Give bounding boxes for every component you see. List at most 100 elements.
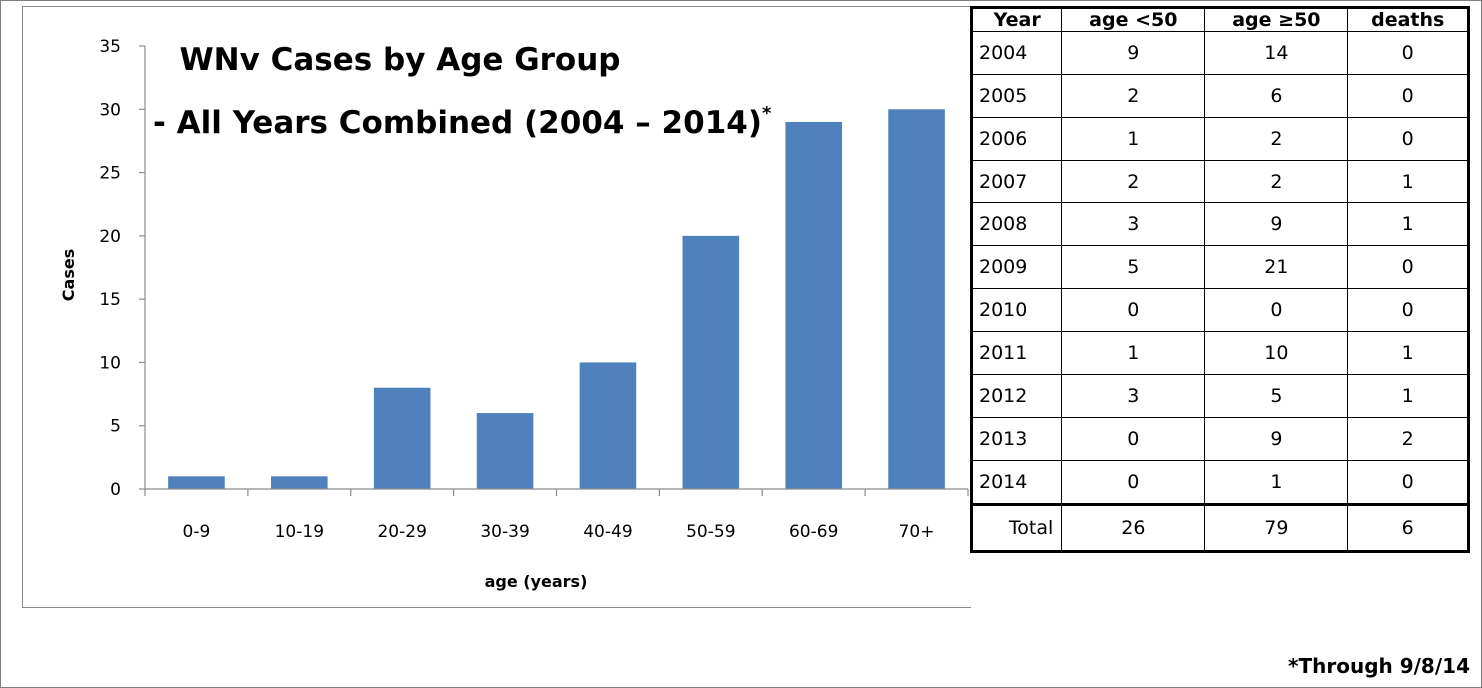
cell-age-50-plus: 2	[1204, 159, 1349, 204]
cell-age-50-plus: 0	[1204, 288, 1349, 333]
bar-70+	[888, 109, 945, 489]
cell-year: 2006	[970, 116, 1063, 161]
cell-year: 2014	[970, 459, 1063, 506]
x-tick-label: 70+	[899, 522, 935, 542]
table-row: 2011 1 10 1	[970, 331, 1469, 375]
cell-deaths: 0	[1347, 459, 1469, 506]
cell-age-50-plus: 21	[1204, 245, 1349, 290]
cell-year: 2012	[970, 373, 1063, 418]
y-tick-label: 30	[99, 100, 121, 120]
total-label: Total	[970, 503, 1063, 552]
header-age-under-50: age <50	[1061, 7, 1206, 32]
cell-deaths: 1	[1347, 159, 1469, 204]
x-tick-label: 40-49	[583, 522, 632, 542]
table-row: 2008 3 9 1	[970, 202, 1469, 247]
cell-age-50-plus: 2	[1204, 116, 1349, 161]
cell-age-50-plus: 10	[1204, 331, 1349, 375]
table-row: 2009 5 21 0	[970, 245, 1469, 290]
cell-age-under-50: 0	[1061, 459, 1206, 506]
bar-40-49	[579, 362, 637, 489]
bar-50-59	[682, 235, 740, 489]
header-year: Year	[970, 7, 1063, 32]
cell-year: 2007	[970, 159, 1063, 204]
y-tick-label: 25	[99, 164, 121, 184]
cell-age-under-50: 3	[1061, 373, 1206, 418]
table-row: 2012 3 5 1	[970, 373, 1469, 418]
cell-age-50-plus: 5	[1204, 373, 1349, 418]
axes-group	[139, 45, 969, 496]
cell-deaths: 1	[1347, 202, 1469, 247]
cell-age-50-plus: 9	[1204, 202, 1349, 247]
chart-subtitle-text: - All Years Combined (2004 – 2014)	[153, 105, 762, 141]
cell-deaths: 0	[1347, 116, 1469, 161]
bar-30-39	[476, 413, 534, 489]
table-row: 2010 0 0 0	[970, 288, 1469, 333]
header-age-50-plus: age ≥50	[1204, 7, 1349, 32]
cell-age-50-plus: 6	[1204, 73, 1349, 118]
cell-age-under-50: 9	[1061, 31, 1206, 75]
x-tick-label: 50-59	[686, 522, 735, 542]
cell-year: 2008	[970, 202, 1063, 247]
x-tick-label: 30-39	[480, 522, 529, 542]
cell-age-under-50: 0	[1061, 288, 1206, 333]
cell-age-50-plus: 14	[1204, 31, 1349, 75]
cell-deaths: 1	[1347, 331, 1469, 375]
cell-age-under-50: 1	[1061, 331, 1206, 375]
y-tick-label: 35	[99, 37, 121, 57]
cell-age-under-50: 3	[1061, 202, 1206, 247]
y-axis-title: Cases	[59, 249, 78, 301]
chart-subtitle-marker: *	[762, 103, 772, 124]
cell-age-50-plus: 1	[1204, 459, 1349, 506]
x-axis-title: age (years)	[485, 572, 588, 591]
table-total-row: Total 26 79 6	[970, 503, 1469, 552]
cell-age-under-50: 1	[1061, 116, 1206, 161]
y-tick-label: 0	[110, 480, 121, 500]
bar-10-19	[271, 476, 328, 489]
cell-age-under-50: 0	[1061, 416, 1206, 461]
cell-age-under-50: 5	[1061, 245, 1206, 290]
bar-20-29	[373, 387, 431, 489]
footnote: *Through 9/8/14	[1288, 654, 1470, 678]
table-row: 2014 0 1 0	[970, 459, 1469, 506]
chart-subtitle: - All Years Combined (2004 – 2014)*	[153, 103, 772, 141]
cell-age-under-50: 2	[1061, 159, 1206, 204]
y-tick-label: 5	[110, 417, 121, 437]
cell-year: 2010	[970, 288, 1063, 333]
table-body: 2004 9 14 0 2005 2 6 0 2006 1 2 0 2007 2 2 1 2008 3 9 1 2009…	[970, 31, 1469, 552]
cell-age-under-50: 2	[1061, 73, 1206, 118]
cell-year: 2009	[970, 245, 1063, 290]
cell-year: 2005	[970, 73, 1063, 118]
total-age-50-plus: 79	[1204, 503, 1349, 552]
header-deaths: deaths	[1347, 7, 1469, 32]
chart-title: WNv Cases by Age Group	[179, 42, 620, 78]
y-tick-label: 20	[99, 227, 121, 247]
cell-deaths: 2	[1347, 416, 1469, 461]
cell-year: 2004	[970, 31, 1063, 75]
x-tick-label: 10-19	[275, 522, 324, 542]
table-row: 2013 0 9 2	[970, 416, 1469, 461]
y-tick-label: 15	[99, 290, 121, 310]
x-tick-label: 60-69	[789, 522, 838, 542]
bar-0-9	[168, 476, 225, 489]
cell-deaths: 1	[1347, 373, 1469, 418]
table-row: 2004 9 14 0	[970, 31, 1469, 75]
total-deaths: 6	[1347, 503, 1469, 552]
bars-group	[168, 109, 945, 489]
cell-deaths: 0	[1347, 245, 1469, 290]
cell-age-50-plus: 9	[1204, 416, 1349, 461]
total-age-under-50: 26	[1061, 503, 1206, 552]
table-row: 2007 2 2 1	[970, 159, 1469, 204]
yearly-cases-table: Year age <50 age ≥50 deaths 2004 9 14 0 2005…	[970, 6, 1470, 553]
y-tick-label: 10	[99, 353, 121, 373]
table-header-row: Year age <50 age ≥50 deaths	[970, 7, 1469, 32]
bar-60-69	[785, 121, 842, 489]
table-row: 2005 2 6 0	[970, 73, 1469, 118]
bar-chart: 0 5 10 15 20 25 30 35 0-9 10-19 20-29 30-39 40-49 50-…	[59, 37, 969, 591]
x-tick-label: 20-29	[377, 522, 426, 542]
table-row: 2006 1 2 0	[970, 116, 1469, 161]
cell-year: 2013	[970, 416, 1063, 461]
x-tick-label: 0-9	[183, 522, 211, 542]
cell-deaths: 0	[1347, 288, 1469, 333]
cell-deaths: 0	[1347, 31, 1469, 75]
chart-area: 0 5 10 15 20 25 30 35 0-9 10-19 20-29 30-39 40-49 50-…	[22, 6, 971, 608]
